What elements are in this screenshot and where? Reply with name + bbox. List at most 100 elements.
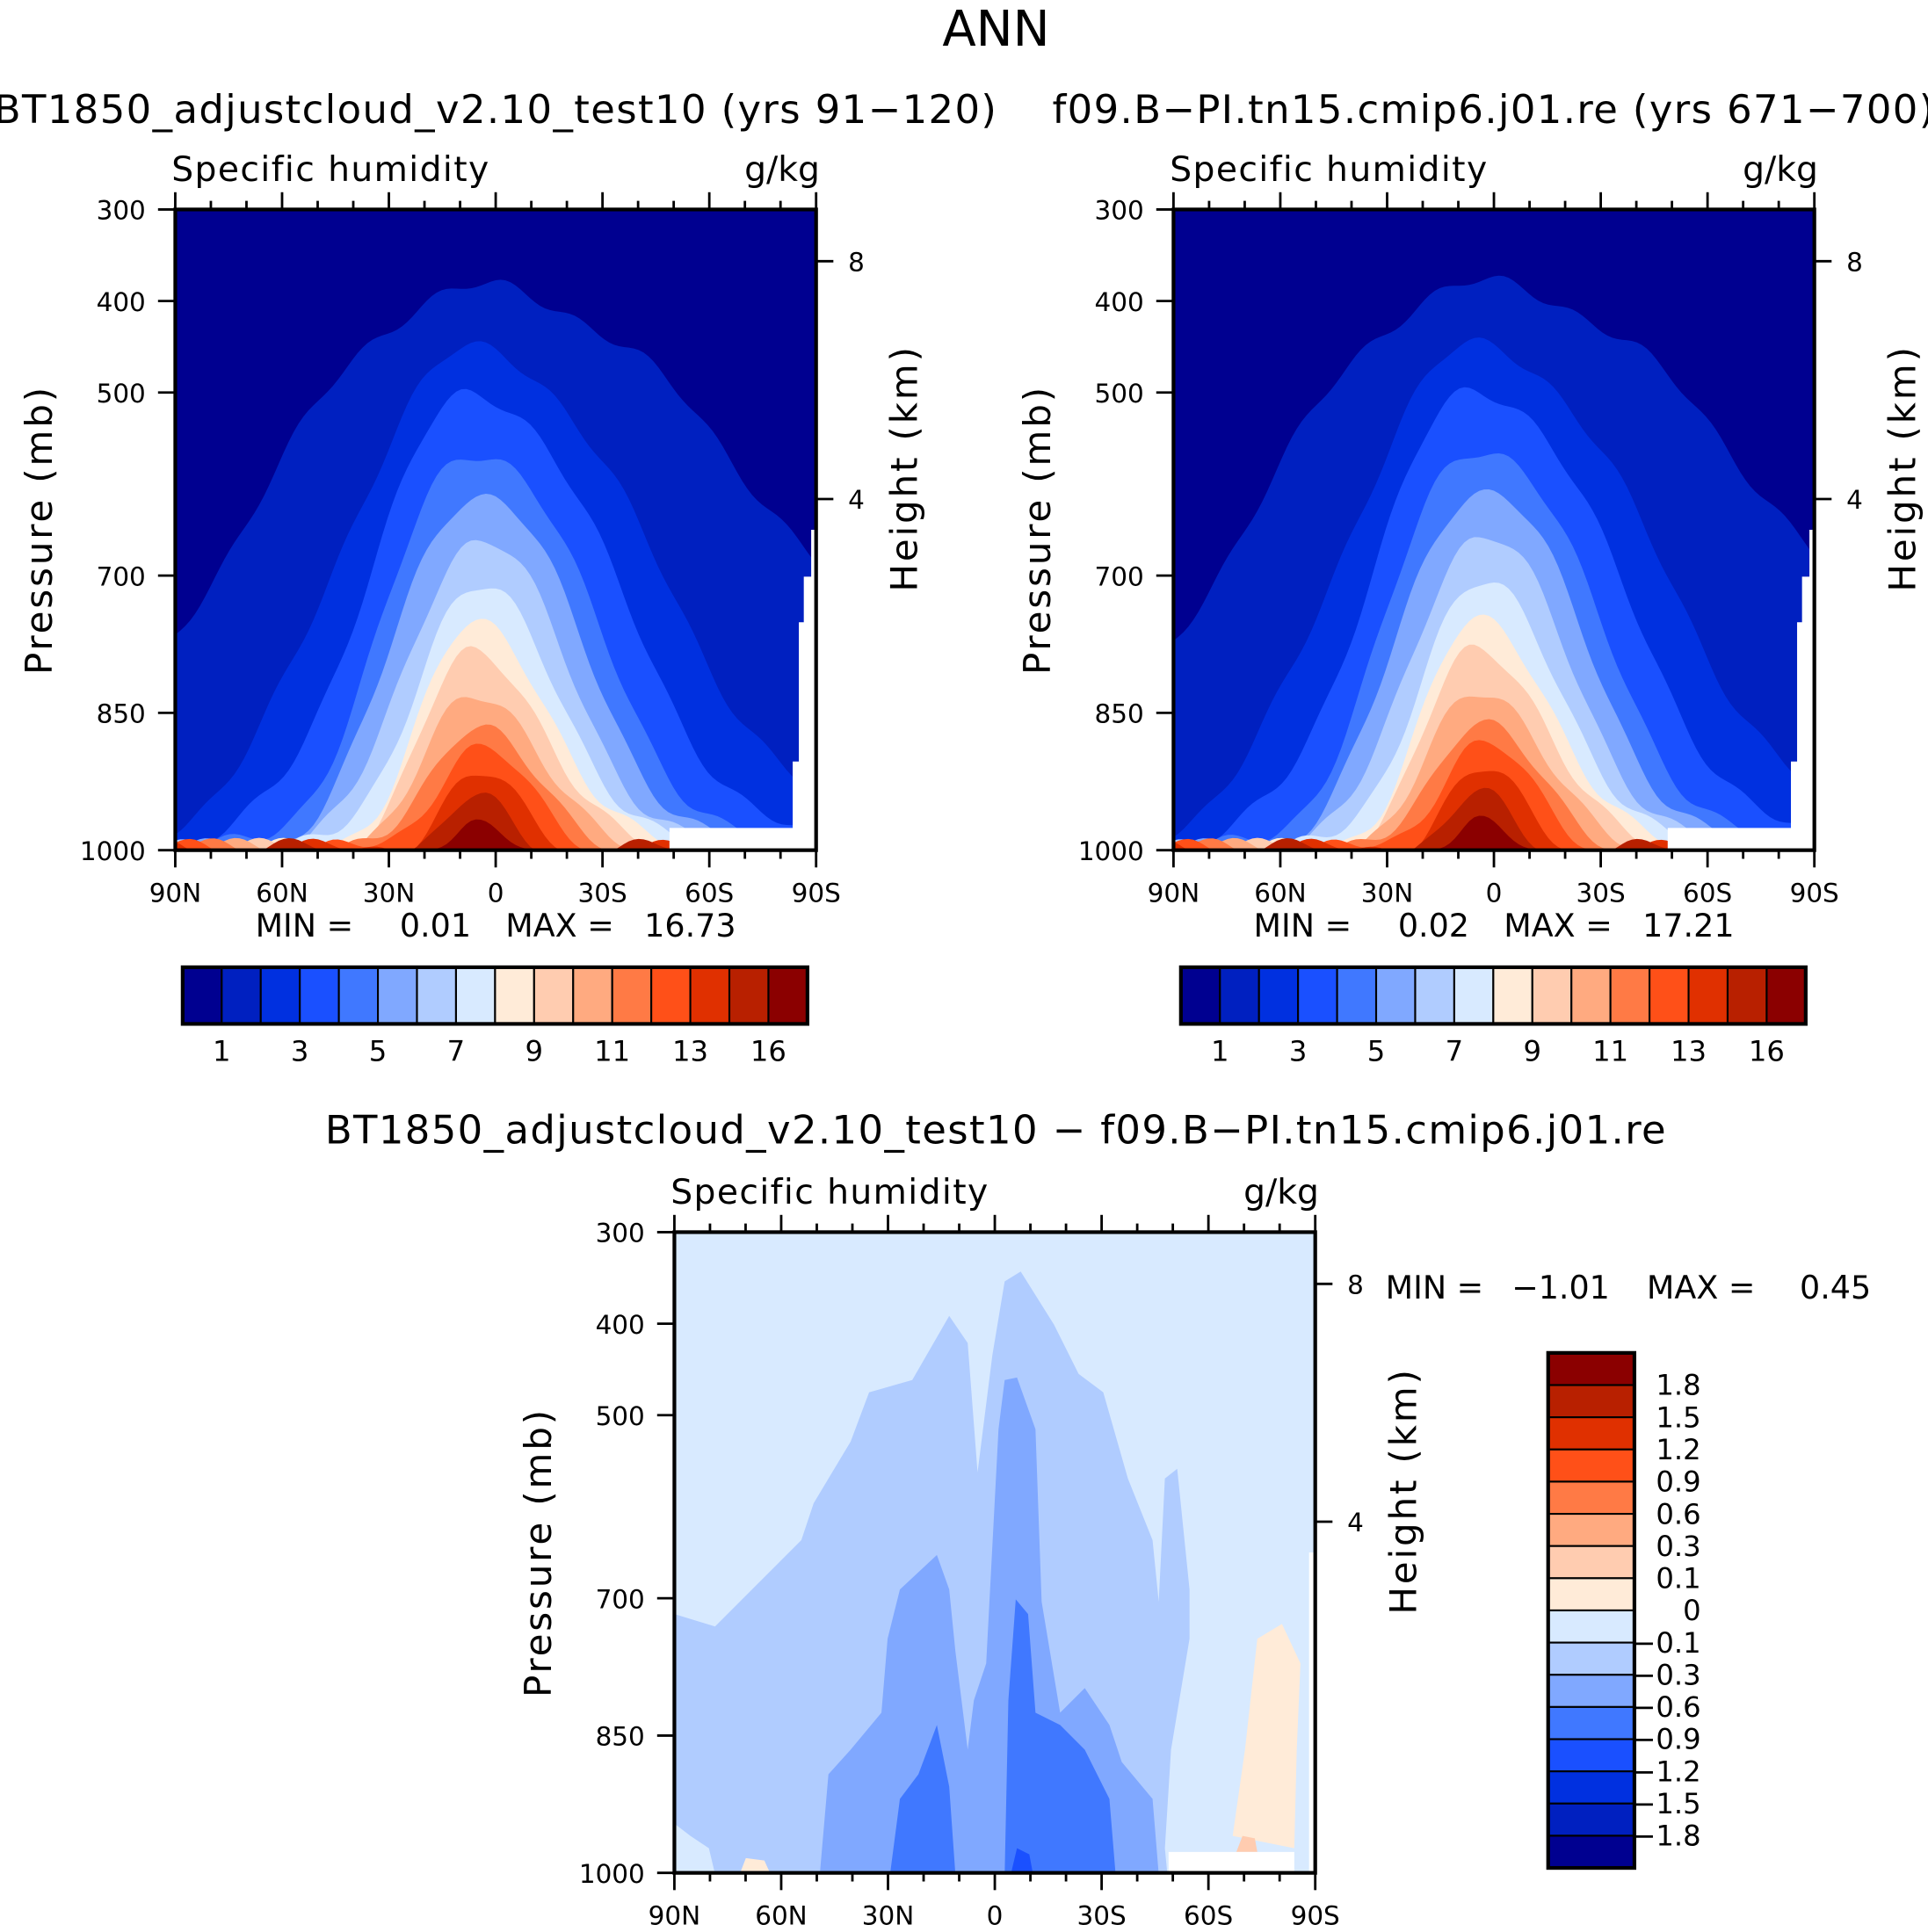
colorbar-frame — [180, 965, 809, 1026]
missing-data-region — [669, 530, 816, 850]
colorbar-cell — [1547, 1384, 1635, 1419]
colorbar-cell — [1547, 1609, 1635, 1644]
colorbar-cell — [1492, 966, 1533, 1025]
units-label: g/kg — [744, 150, 820, 190]
colorbar-label: 0.9 — [1656, 1465, 1700, 1499]
lat-tick-label: 30S — [578, 879, 627, 908]
colorbar-cell — [299, 966, 340, 1025]
lat-tick-label: 60N — [755, 1901, 807, 1931]
panel-test10: 90N 60N 30N 0 30S 60S 90S 300 400 500 700 850 1000 8 4… — [0, 86, 997, 1067]
lat-tick-label: 30S — [1077, 1901, 1127, 1931]
panel-difference: 90N 60N 30N 0 30S 60S 90S 300 400 500 700 850 1000 8 4… — [325, 1106, 1871, 1930]
y2-axis-label: Height (km) — [1382, 1367, 1425, 1614]
colorbar-cell — [1547, 1545, 1635, 1580]
colorbar-label: 16 — [750, 1034, 786, 1067]
min-value: −1.01 — [1511, 1269, 1610, 1306]
colorbar-cell — [181, 966, 223, 1025]
pressure-tick-label: 400 — [1095, 287, 1144, 317]
lat-tick-label: 90S — [1291, 1901, 1340, 1931]
colorbar-cell — [1547, 1577, 1635, 1612]
lat-tick-label: 90N — [149, 879, 201, 908]
variable-name: Specific humidity — [670, 1173, 989, 1212]
panel-title: f09.B−PI.tn15.cmip6.j01.re (yrs 671−700) — [1052, 86, 1928, 133]
colorbar-cell — [572, 966, 613, 1025]
contour-fill-level-14 — [1173, 787, 1815, 850]
plot-frame — [173, 207, 818, 852]
pressure-tick-label: 700 — [596, 1584, 645, 1614]
colorbar-cell — [1547, 1448, 1635, 1483]
colorbar-label: 0.3 — [1656, 1530, 1700, 1563]
pressure-tick-label: 500 — [97, 379, 146, 409]
colorbar-cell — [1609, 966, 1651, 1025]
colorbar-cell — [650, 966, 692, 1025]
colorbar-label: −0.9 — [1632, 1723, 1700, 1756]
colorbar-cell — [1687, 966, 1729, 1025]
colorbar-cell — [1547, 1513, 1635, 1547]
colorbar-cell — [1258, 966, 1300, 1025]
pressure-tick-label: 1000 — [1078, 836, 1144, 866]
plot-frame — [672, 1230, 1317, 1875]
colorbar-cell — [1453, 966, 1495, 1025]
max-label: MAX = — [505, 907, 614, 944]
colorbar-cell — [1547, 1351, 1635, 1386]
lat-tick-label: 90S — [1790, 879, 1839, 908]
panel-title: BT1850_adjustcloud_v2.10_test10 (yrs 91−… — [0, 86, 997, 133]
colorbar-cell — [533, 966, 575, 1025]
pressure-tick-label: 300 — [97, 196, 146, 226]
lat-tick-label: 0 — [1486, 879, 1503, 908]
height-tick-label: 4 — [1846, 485, 1863, 515]
variable-name: Specific humidity — [1170, 150, 1488, 190]
pressure-tick-label: 400 — [97, 287, 146, 317]
pressure-tick-label: 300 — [1095, 196, 1144, 226]
colorbar-cell — [1336, 966, 1378, 1025]
max-value: 16.73 — [644, 907, 736, 944]
max-value: 17.21 — [1642, 907, 1734, 944]
y-axis-label: Pressure (mb) — [1016, 385, 1059, 675]
contour-fill-level-15 — [175, 819, 816, 850]
colorbar-label: 1 — [213, 1034, 231, 1067]
max-label: MAX = — [1504, 907, 1613, 944]
lat-tick-label: 60N — [256, 879, 308, 908]
colorbar-label: 13 — [672, 1034, 708, 1067]
colorbar-cell — [1547, 1802, 1635, 1837]
colorbar-cell — [1374, 966, 1417, 1025]
pressure-tick-label: 700 — [1095, 561, 1144, 591]
colorbar-label: 11 — [1592, 1034, 1628, 1067]
pressure-tick-label: 500 — [1095, 379, 1144, 409]
y-axis-label: Pressure (mb) — [517, 1407, 560, 1697]
pressure-tick-label: 1000 — [80, 836, 146, 866]
colorbar-cell — [689, 966, 731, 1025]
colorbar-cell — [1547, 1641, 1635, 1676]
variable-name: Specific humidity — [171, 150, 489, 190]
height-tick-label: 8 — [1846, 248, 1863, 278]
min-value: 0.01 — [400, 907, 471, 944]
colorbar-label: 1.8 — [1656, 1369, 1700, 1402]
colorbar-label: 13 — [1671, 1034, 1707, 1067]
colorbar-cell — [1547, 1416, 1635, 1451]
lat-tick-label: 30N — [862, 1901, 914, 1931]
lat-tick-label: 0 — [488, 879, 504, 908]
y2-axis-label: Height (km) — [883, 344, 926, 591]
pressure-tick-label: 300 — [596, 1219, 645, 1248]
lat-tick-label: 90S — [792, 879, 841, 908]
colorbar-cell — [1547, 1674, 1635, 1708]
lat-tick-label: 60S — [1184, 1901, 1233, 1931]
colorbar-cell — [1179, 966, 1221, 1025]
colorbar-cell — [1547, 1834, 1635, 1870]
colorbar-cell — [259, 966, 301, 1025]
contour-fill-level-14 — [175, 792, 816, 850]
colorbar-cell — [494, 966, 535, 1025]
colorbar-cell — [1726, 966, 1768, 1025]
lat-tick-label: 60S — [685, 879, 734, 908]
lat-tick-label: 90N — [649, 1901, 700, 1931]
colorbar-cell — [1414, 966, 1455, 1025]
lat-tick-label: 0 — [987, 1901, 1004, 1931]
y-axis-label: Pressure (mb) — [18, 385, 61, 675]
colorbar-label: 9 — [1524, 1034, 1542, 1067]
colorbar-cell — [1547, 1770, 1635, 1805]
figure-title: ANN — [942, 1, 1049, 58]
panel-title: BT1850_adjustcloud_v2.10_test10 − f09.B−… — [325, 1106, 1667, 1153]
colorbar-cell — [1570, 966, 1612, 1025]
colorbar-label: 9 — [525, 1034, 544, 1067]
